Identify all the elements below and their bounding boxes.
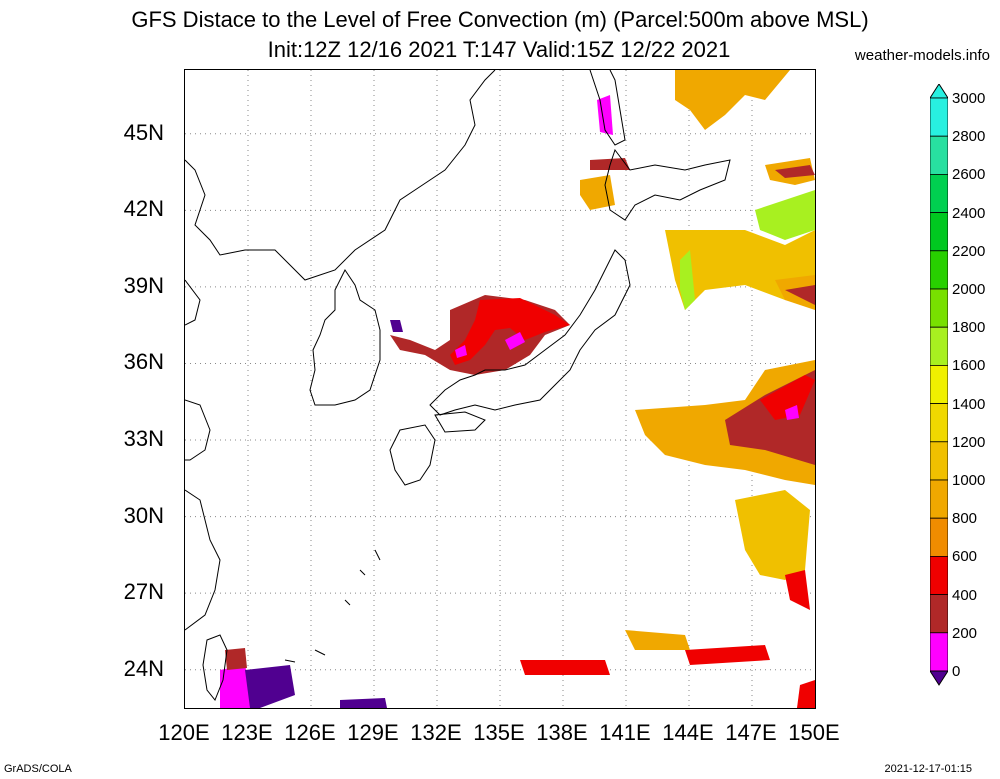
coastline-asia-mainland [185,70,496,281]
lon-label: 126E [284,720,336,745]
colorbar-segment [930,212,948,252]
field-patch [450,298,570,365]
coastline-kyushu [389,424,436,486]
colorbar-segment [930,364,948,404]
coastline-china-east [185,279,221,631]
lon-label: 123E [221,720,273,745]
colorbar-segment [930,326,948,366]
colorbar-label: 1600 [952,357,986,375]
field-patch [680,250,695,310]
coastline-taiwan [202,634,228,701]
lon-label: 144E [662,720,714,745]
map-frame [184,69,816,709]
field-patch [735,490,810,580]
colorbar-label: 1200 [952,433,986,451]
field-patch [785,285,815,305]
field-patch [760,375,815,420]
map-canvas [185,70,815,708]
colorbar-segment [930,135,948,175]
field-patch [520,660,610,675]
colorbar-segment [930,555,948,595]
colorbar-segment [930,403,948,443]
field-patch [580,175,615,210]
lon-label: 120E [158,720,210,745]
colorbar-segment [930,594,948,634]
grid-lines [185,70,815,708]
lfc-distance-field [220,70,815,708]
lon-label: 141E [599,720,651,745]
colorbar-label: 400 [952,586,978,604]
footer-left-text: GrADS/COLA [4,763,72,775]
field-patch [797,680,815,708]
title-line-2: Init:12Z 12/16 2021 T:147 Valid:15Z 12/2… [267,37,731,62]
field-patch [625,630,690,650]
colorbar-segment [930,517,948,557]
colorbar-label: 600 [952,548,978,566]
field-patch [505,332,525,350]
colorbar-label: 2800 [952,128,986,146]
lon-label: 129E [347,720,399,745]
lat-label: 24N [123,655,164,681]
coastlines [185,70,731,701]
coastline-korea [309,269,381,406]
lat-label: 45N [123,119,164,145]
lat-label: 27N [123,579,164,605]
colorbar-segment [930,288,948,328]
colorbar-label: 3000 [952,90,986,107]
coastline-hokkaido [604,148,731,221]
field-patch [340,698,387,708]
field-patch [665,230,815,310]
colorbar-segment [930,441,948,481]
colorbar-segment [930,250,948,290]
field-patch [635,360,815,485]
colorbar-label: 1800 [952,319,986,337]
colorbar-label: 1000 [952,472,986,489]
field-patch [755,190,815,240]
lat-label: 39N [123,272,164,298]
colorbar-top-arrow [930,84,948,99]
lat-label: 33N [123,426,164,452]
lat-label: 36N [123,349,164,375]
field-patch [455,345,467,358]
lat-label: 42N [123,196,164,222]
lon-label: 135E [473,720,525,745]
colorbar-label: 200 [952,624,978,642]
lon-label: 150E [788,720,840,745]
colorbar-label: 2400 [952,204,986,222]
site-name: weather-models.info [854,47,990,64]
colorbar-bottom-arrow [930,670,948,686]
lon-label: 132E [410,720,462,745]
colorbar-label: 2600 [952,166,986,184]
coastline-ryukyu [284,549,381,663]
lon-label: 147E [725,720,777,745]
colorbar-label: 0 [952,663,961,680]
colorbar-label: 800 [952,510,978,528]
colorbar-label: 1400 [952,395,986,413]
colorbar-segment [930,632,948,672]
colorbar-label: 2000 [952,281,986,298]
footer-right-text: 2021-12-17-01:15 [884,763,972,775]
field-patch [685,645,770,665]
lat-label: 30N [123,502,164,528]
field-patch [785,570,810,610]
field-patch [225,648,247,670]
coastline-sakhalin [589,70,626,146]
colorbar-segment [930,479,948,519]
colorbar-segment [930,174,948,214]
field-patch [390,320,403,332]
coastline-shikoku [434,411,486,433]
colorbar-label: 2200 [952,242,986,260]
field-patch [675,70,790,130]
field-patch [775,165,815,178]
colorbar-segment [930,97,948,137]
colorbar [930,84,948,686]
field-patch [245,665,295,708]
field-patch [785,405,799,420]
title-line-1: GFS Distace to the Level of Free Convect… [131,7,869,32]
lon-label: 138E [536,720,588,745]
